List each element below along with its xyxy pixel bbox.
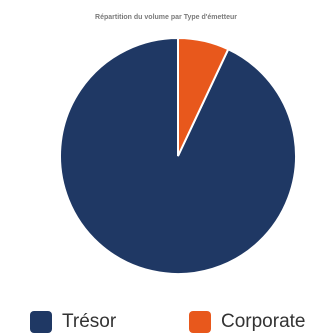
legend-swatch-tresor xyxy=(30,311,52,333)
legend-item-tresor[interactable]: Trésor xyxy=(30,311,116,333)
pie-chart xyxy=(59,36,297,275)
chart-title: Répartition du volume par Type d'émetteu… xyxy=(95,14,237,21)
pie-slice-corporate[interactable] xyxy=(177,36,230,157)
legend-swatch-corporate xyxy=(189,311,211,333)
legend-label-tresor: Trésor xyxy=(62,311,117,332)
legend-label-corporate: Corporate xyxy=(221,311,306,332)
legend-item-corporate[interactable]: Corporate xyxy=(189,311,306,333)
legend: Trésor Corporate xyxy=(0,311,332,335)
